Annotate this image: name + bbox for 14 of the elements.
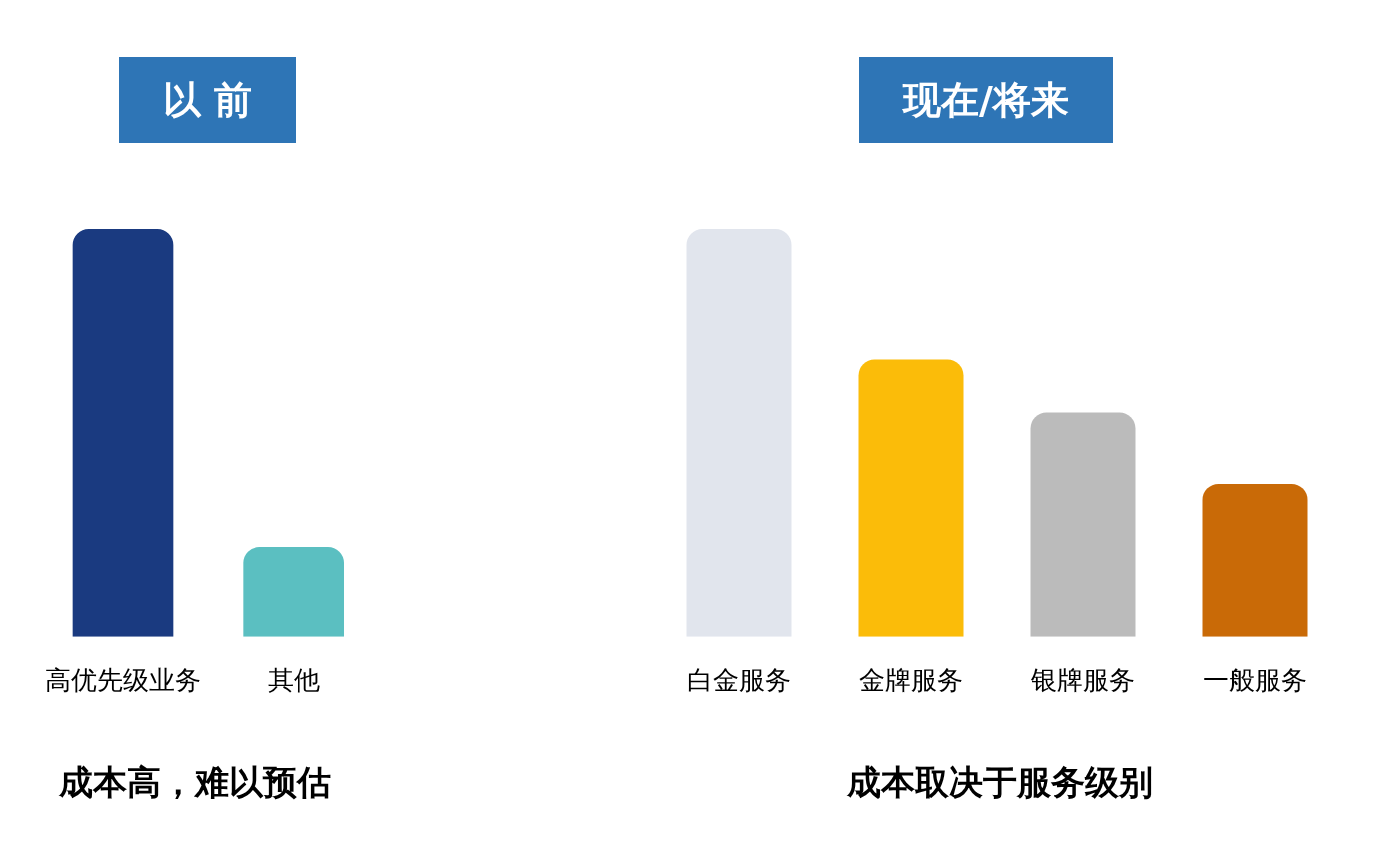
text: 成本高，难以预估 (59, 761, 331, 804)
x-tick-label: 白金服务 (687, 665, 791, 696)
chart-title: 以 前 (118, 57, 296, 143)
chart-title: 现在/将来 (859, 57, 1113, 143)
x-tick-label: 一般服务 (1203, 665, 1307, 696)
bar (858, 359, 964, 637)
bar (686, 229, 792, 637)
x-tick-label: 金牌服务 (859, 665, 963, 696)
bar (1202, 483, 1308, 637)
text: 成本取决于服务级别 (847, 761, 1153, 804)
bar (1030, 412, 1136, 637)
x-tick-label: 高优先级业务 (45, 665, 201, 696)
x-tick-label: 银牌服务 (1030, 665, 1135, 696)
x-tick-label: 其他 (267, 665, 320, 696)
